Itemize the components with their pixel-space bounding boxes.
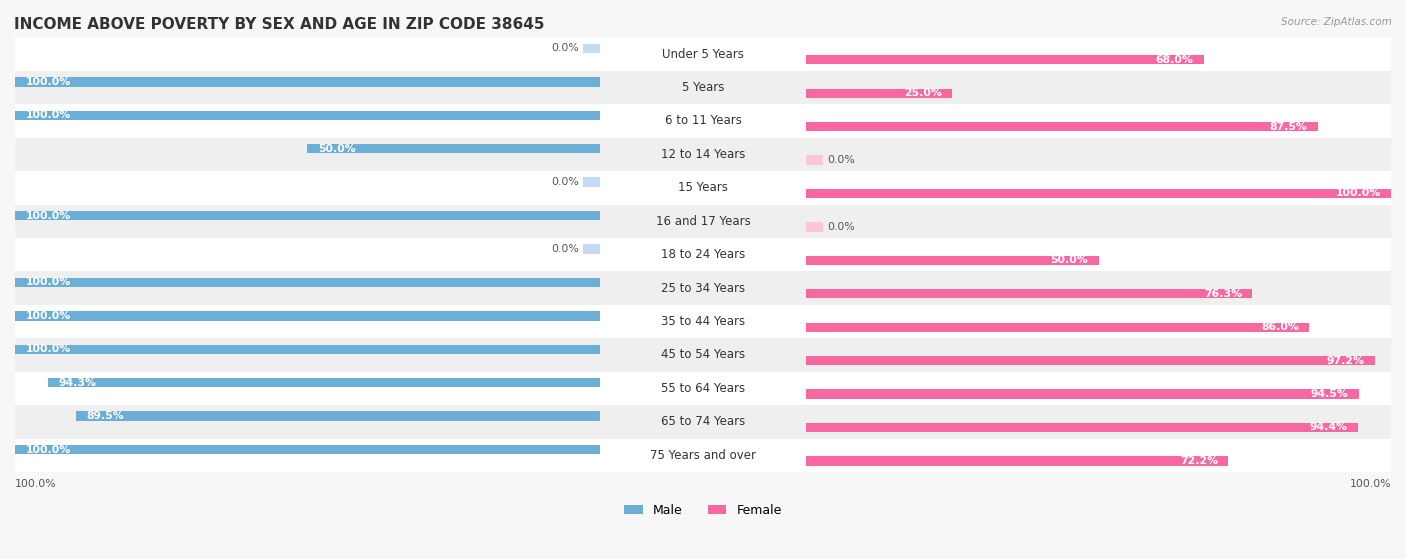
Text: 0.0%: 0.0% xyxy=(827,222,855,232)
Bar xyxy=(48,378,600,387)
Bar xyxy=(582,44,600,53)
Text: 100.0%: 100.0% xyxy=(1336,188,1381,198)
Text: 45 to 54 Years: 45 to 54 Years xyxy=(661,348,745,362)
Bar xyxy=(308,144,600,153)
Bar xyxy=(582,177,600,187)
Text: 89.5%: 89.5% xyxy=(87,411,125,421)
Bar xyxy=(806,122,1317,131)
Text: 35 to 44 Years: 35 to 44 Years xyxy=(661,315,745,328)
Text: 6 to 11 Years: 6 to 11 Years xyxy=(665,115,741,127)
Legend: Male, Female: Male, Female xyxy=(619,499,787,522)
Bar xyxy=(15,311,600,320)
Bar xyxy=(15,211,600,220)
Bar xyxy=(582,244,600,254)
Text: 16 and 17 Years: 16 and 17 Years xyxy=(655,215,751,228)
Text: 55 to 64 Years: 55 to 64 Years xyxy=(661,382,745,395)
Text: 100.0%: 100.0% xyxy=(1350,479,1391,489)
Text: 86.0%: 86.0% xyxy=(1261,322,1299,332)
Bar xyxy=(806,88,952,98)
Text: 25 to 34 Years: 25 to 34 Years xyxy=(661,282,745,295)
Bar xyxy=(806,289,1253,299)
Bar xyxy=(0,405,1406,438)
Text: 100.0%: 100.0% xyxy=(15,479,56,489)
Text: Source: ZipAtlas.com: Source: ZipAtlas.com xyxy=(1281,17,1392,27)
Text: 100.0%: 100.0% xyxy=(25,444,70,454)
Text: 87.5%: 87.5% xyxy=(1270,122,1308,131)
Bar xyxy=(0,171,1406,205)
Bar xyxy=(806,155,824,165)
Bar xyxy=(806,222,824,231)
Bar xyxy=(806,255,1098,265)
Bar xyxy=(806,189,1391,198)
Text: 0.0%: 0.0% xyxy=(551,44,579,54)
Bar xyxy=(0,138,1406,171)
Text: 0.0%: 0.0% xyxy=(827,155,855,165)
Text: INCOME ABOVE POVERTY BY SEX AND AGE IN ZIP CODE 38645: INCOME ABOVE POVERTY BY SEX AND AGE IN Z… xyxy=(14,17,544,32)
Text: 94.3%: 94.3% xyxy=(59,378,97,388)
Text: 100.0%: 100.0% xyxy=(25,110,70,120)
Text: 12 to 14 Years: 12 to 14 Years xyxy=(661,148,745,161)
Bar xyxy=(806,55,1204,64)
Text: 18 to 24 Years: 18 to 24 Years xyxy=(661,248,745,261)
Bar xyxy=(76,411,600,421)
Bar xyxy=(0,271,1406,305)
Text: 76.3%: 76.3% xyxy=(1204,289,1241,299)
Bar xyxy=(15,445,600,454)
Text: 94.4%: 94.4% xyxy=(1310,423,1348,433)
Text: 65 to 74 Years: 65 to 74 Years xyxy=(661,415,745,428)
Bar xyxy=(15,111,600,120)
Text: 100.0%: 100.0% xyxy=(25,311,70,321)
Text: 50.0%: 50.0% xyxy=(318,144,356,154)
Text: 100.0%: 100.0% xyxy=(25,211,70,221)
Text: 100.0%: 100.0% xyxy=(25,344,70,354)
Text: 25.0%: 25.0% xyxy=(904,88,942,98)
Bar xyxy=(806,423,1358,432)
Bar xyxy=(0,205,1406,238)
Text: 100.0%: 100.0% xyxy=(25,77,70,87)
Text: 75 Years and over: 75 Years and over xyxy=(650,449,756,462)
Text: 100.0%: 100.0% xyxy=(25,277,70,287)
Text: 68.0%: 68.0% xyxy=(1156,55,1194,65)
Bar xyxy=(0,338,1406,372)
Text: 94.5%: 94.5% xyxy=(1310,389,1348,399)
Bar xyxy=(0,37,1406,71)
Text: 5 Years: 5 Years xyxy=(682,81,724,94)
Bar xyxy=(806,323,1309,332)
Text: 0.0%: 0.0% xyxy=(551,244,579,254)
Bar xyxy=(0,372,1406,405)
Text: 0.0%: 0.0% xyxy=(551,177,579,187)
Bar xyxy=(0,71,1406,104)
Text: Under 5 Years: Under 5 Years xyxy=(662,48,744,60)
Text: 15 Years: 15 Years xyxy=(678,181,728,195)
Bar xyxy=(15,77,600,87)
Bar xyxy=(0,438,1406,472)
Bar xyxy=(15,278,600,287)
Bar xyxy=(0,104,1406,138)
Bar xyxy=(0,305,1406,338)
Text: 72.2%: 72.2% xyxy=(1180,456,1218,466)
Bar xyxy=(0,238,1406,271)
Bar xyxy=(806,356,1375,365)
Text: 97.2%: 97.2% xyxy=(1326,356,1364,366)
Bar xyxy=(806,390,1358,399)
Bar xyxy=(806,456,1229,466)
Text: 50.0%: 50.0% xyxy=(1050,255,1088,266)
Bar xyxy=(15,344,600,354)
